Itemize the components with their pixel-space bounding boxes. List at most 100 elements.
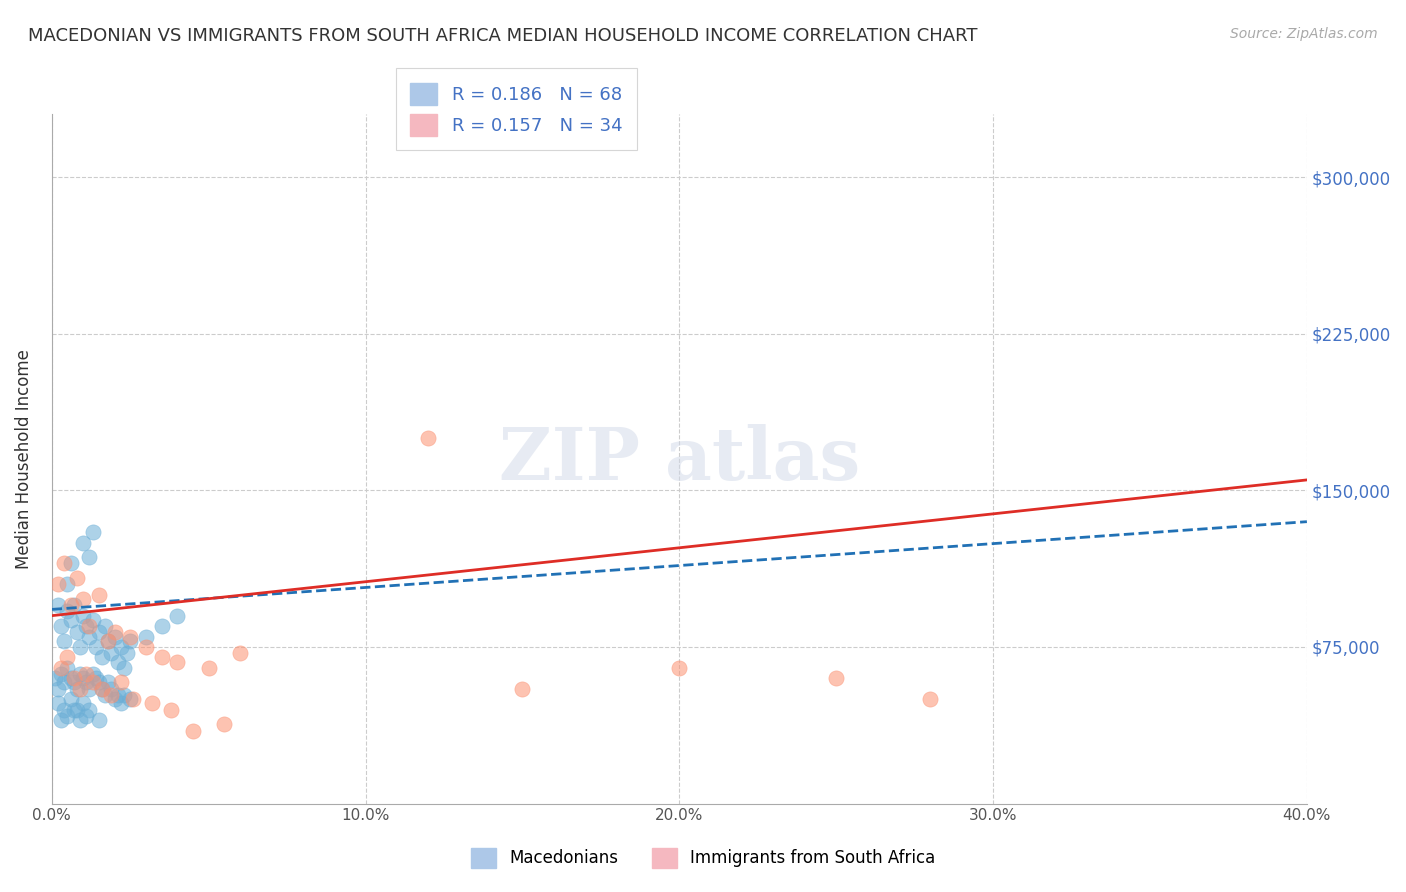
Point: [62, 671, 84, 685]
Point: [62, 598, 84, 612]
Point: [53, 703, 76, 717]
Point: [166, 608, 188, 623]
Point: [110, 697, 132, 711]
Point: [103, 692, 125, 706]
Point: [66, 625, 89, 640]
Point: [668, 661, 690, 675]
Point: [53, 633, 76, 648]
Point: [214, 717, 236, 731]
Point: [46, 681, 69, 696]
Point: [56, 650, 79, 665]
Point: [59, 613, 82, 627]
Point: [920, 692, 942, 706]
Point: [69, 667, 91, 681]
Point: [56, 661, 79, 675]
Point: [72, 535, 94, 549]
Point: [97, 675, 120, 690]
Point: [82, 675, 104, 690]
Point: [46, 598, 69, 612]
Point: [103, 625, 125, 640]
Point: [166, 655, 188, 669]
Point: [72, 591, 94, 606]
Point: [229, 646, 252, 660]
Point: [122, 692, 145, 706]
Point: [97, 633, 120, 648]
Y-axis label: Median Household Income: Median Household Income: [15, 349, 32, 569]
Point: [825, 671, 848, 685]
Point: [100, 688, 122, 702]
Point: [87, 713, 110, 727]
Point: [91, 650, 114, 665]
Point: [135, 640, 157, 654]
Point: [87, 675, 110, 690]
Legend: R = 0.186   N = 68, R = 0.157   N = 34: R = 0.186 N = 68, R = 0.157 N = 34: [395, 69, 637, 151]
Point: [69, 681, 91, 696]
Point: [107, 688, 129, 702]
Point: [115, 646, 138, 660]
Point: [69, 640, 91, 654]
Point: [59, 598, 82, 612]
Point: [51, 667, 73, 681]
Point: [79, 619, 101, 633]
Point: [120, 630, 142, 644]
Point: [46, 697, 69, 711]
Point: [44, 671, 66, 685]
Point: [110, 640, 132, 654]
Point: [150, 619, 173, 633]
Point: [66, 681, 89, 696]
Point: [160, 703, 183, 717]
Point: [120, 633, 142, 648]
Point: [94, 619, 117, 633]
Point: [51, 619, 73, 633]
Point: [79, 630, 101, 644]
Point: [82, 613, 104, 627]
Point: [103, 630, 125, 644]
Point: [59, 692, 82, 706]
Point: [112, 688, 135, 702]
Point: [100, 681, 122, 696]
Point: [107, 655, 129, 669]
Point: [87, 588, 110, 602]
Point: [181, 723, 204, 738]
Point: [150, 650, 173, 665]
Point: [82, 667, 104, 681]
Point: [84, 671, 107, 685]
Point: [82, 525, 104, 540]
Point: [112, 661, 135, 675]
Point: [72, 697, 94, 711]
Legend: Macedonians, Immigrants from South Africa: Macedonians, Immigrants from South Afric…: [464, 841, 942, 875]
Point: [56, 605, 79, 619]
Text: ZIP atlas: ZIP atlas: [499, 424, 860, 494]
Point: [135, 630, 157, 644]
Point: [512, 681, 534, 696]
Point: [84, 640, 107, 654]
Point: [66, 571, 89, 585]
Point: [53, 557, 76, 571]
Point: [91, 681, 114, 696]
Point: [87, 625, 110, 640]
Point: [79, 703, 101, 717]
Point: [72, 671, 94, 685]
Point: [418, 431, 440, 445]
Point: [46, 577, 69, 591]
Point: [51, 713, 73, 727]
Point: [53, 675, 76, 690]
Point: [72, 608, 94, 623]
Point: [97, 633, 120, 648]
Point: [79, 681, 101, 696]
Point: [62, 675, 84, 690]
Text: MACEDONIAN VS IMMIGRANTS FROM SOUTH AFRICA MEDIAN HOUSEHOLD INCOME CORRELATION C: MACEDONIAN VS IMMIGRANTS FROM SOUTH AFRI…: [28, 27, 977, 45]
Point: [56, 709, 79, 723]
Point: [197, 661, 219, 675]
Point: [69, 713, 91, 727]
Point: [141, 697, 163, 711]
Point: [56, 577, 79, 591]
Text: Source: ZipAtlas.com: Source: ZipAtlas.com: [1230, 27, 1378, 41]
Point: [59, 557, 82, 571]
Point: [59, 671, 82, 685]
Point: [91, 681, 114, 696]
Point: [120, 692, 142, 706]
Point: [62, 703, 84, 717]
Point: [75, 709, 97, 723]
Point: [100, 646, 122, 660]
